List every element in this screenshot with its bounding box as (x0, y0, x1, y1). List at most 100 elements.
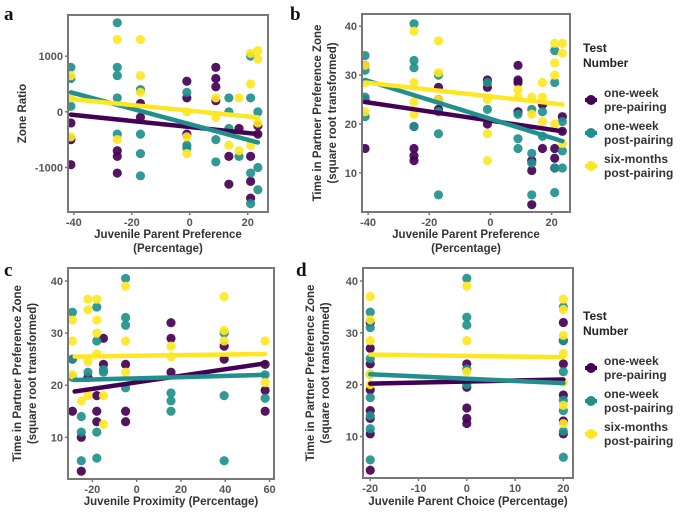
x-tick-label: -40 (360, 217, 376, 229)
point-one-week-post-pairing (112, 71, 122, 81)
point-six-months-post-pairing (246, 48, 256, 58)
point-six-months-post-pairing (182, 148, 192, 159)
point-one-week-pre-pairing (92, 406, 102, 416)
point-one-week-pre-pairing (462, 418, 472, 429)
point-six-months-post-pairing (253, 118, 263, 128)
point-one-week-post-pairing (112, 18, 122, 28)
legend-label: pre-pairing (604, 368, 667, 382)
legend-label: post-pairing (604, 434, 673, 448)
x-tick-label: -10 (411, 483, 427, 495)
legend-label: post-pairing (604, 166, 673, 180)
point-six-months-post-pairing (527, 109, 537, 119)
plot-border (361, 13, 571, 213)
legend-title: Number (583, 56, 629, 70)
point-one-week-post-pairing (550, 46, 560, 56)
point-six-months-post-pairing (83, 294, 93, 304)
point-one-week-post-pairing (92, 336, 102, 346)
point-one-week-post-pairing (527, 148, 537, 158)
point-one-week-pre-pairing (365, 465, 375, 475)
point-one-week-post-pairing (92, 427, 102, 437)
point-one-week-pre-pairing (211, 62, 221, 72)
point-six-months-post-pairing (166, 341, 176, 351)
x-axis-title: Juvenile Parent Choice (Percentage) (368, 496, 568, 508)
point-one-week-post-pairing (462, 312, 472, 322)
point-six-months-post-pairing (409, 97, 419, 107)
legend-key-one-week-post-pairing (585, 396, 597, 406)
point-one-week-post-pairing (365, 323, 375, 333)
legend-label: six-months (604, 420, 668, 434)
point-one-week-post-pairing (513, 134, 523, 144)
legend-label: pre-pairing (604, 100, 667, 114)
plot-area (68, 18, 263, 209)
x-axis-title: Juvenile Parent Preference (94, 229, 242, 241)
point-one-week-post-pairing (558, 367, 568, 377)
x-axis-title: (Percentage) (133, 243, 203, 255)
y-tick-label: 30 (345, 70, 357, 82)
point-six-months-post-pairing (120, 336, 131, 346)
point-one-week-post-pairing (253, 107, 263, 117)
point-one-week-pre-pairing (68, 406, 78, 416)
point-one-week-post-pairing (92, 453, 102, 463)
point-one-week-pre-pairing (513, 60, 523, 70)
point-six-months-post-pairing (513, 85, 523, 95)
point-six-months-post-pairing (112, 135, 122, 145)
point-one-week-post-pairing (135, 129, 146, 139)
point-six-months-post-pairing (365, 335, 375, 346)
point-six-months-post-pairing (135, 34, 146, 45)
fit-line-one-week-pre-pairing (68, 112, 261, 137)
point-one-week-pre-pairing (513, 77, 523, 88)
legend-title: Number (583, 324, 629, 338)
y-tick-label: 30 (51, 328, 63, 340)
point-one-week-pre-pairing (68, 160, 76, 170)
point-one-week-pre-pairing (537, 143, 548, 154)
legend-label: one-week (604, 387, 659, 401)
x-tick-label: 20 (175, 484, 187, 496)
panel-letter: b (290, 4, 301, 25)
point-one-week-post-pairing (433, 190, 444, 200)
point-one-week-post-pairing (246, 93, 256, 103)
point-six-months-post-pairing (482, 129, 493, 139)
point-six-months-post-pairing (409, 77, 419, 88)
point-one-week-post-pairing (409, 121, 419, 132)
point-six-months-post-pairing (260, 378, 270, 388)
y-tick-label: 10 (346, 432, 358, 444)
point-one-week-post-pairing (527, 158, 537, 168)
point-six-months-post-pairing (365, 291, 375, 302)
point-one-week-pre-pairing (166, 333, 176, 343)
point-six-months-post-pairing (219, 292, 229, 302)
point-one-week-post-pairing (83, 367, 93, 377)
fit-line-one-week-post-pairing (72, 372, 268, 383)
point-one-week-post-pairing (135, 171, 146, 181)
point-one-week-pre-pairing (112, 168, 122, 178)
x-tick-label: 60 (263, 484, 275, 496)
point-one-week-pre-pairing (365, 343, 375, 353)
x-axis-title: Juvenile Proximity (Percentage) (84, 496, 259, 508)
point-one-week-post-pairing (527, 190, 537, 200)
legend-key-one-week-post-pairing (585, 128, 597, 138)
point-six-months-post-pairing (537, 116, 548, 127)
y-tick-label: 20 (345, 119, 357, 131)
point-one-week-post-pairing (362, 50, 370, 61)
legend-key-six-months-post-pairing (585, 161, 597, 171)
point-six-months-post-pairing (558, 304, 568, 315)
point-one-week-pre-pairing (409, 156, 419, 166)
point-one-week-pre-pairing (527, 165, 537, 176)
point-six-months-post-pairing (224, 140, 234, 150)
point-one-week-post-pairing (365, 307, 375, 317)
point-one-week-pre-pairing (224, 151, 234, 161)
y-axis-title: Time in Partner Preference Zone (305, 285, 317, 462)
y-axis-title: Time in Partner Preference Zone (12, 285, 24, 462)
point-six-months-post-pairing (68, 370, 78, 380)
point-one-week-post-pairing (409, 63, 419, 73)
legend: TestNumberone-weekpre-pairingone-weekpos… (583, 309, 673, 448)
point-one-week-pre-pairing (224, 179, 234, 189)
point-six-months-post-pairing (68, 336, 78, 346)
point-six-months-post-pairing (135, 71, 146, 81)
legend-title: Test (583, 41, 607, 55)
point-one-week-post-pairing (409, 19, 419, 29)
point-one-week-pre-pairing (120, 406, 131, 416)
point-one-week-post-pairing (112, 62, 122, 72)
point-six-months-post-pairing (112, 34, 122, 45)
panel-b: b -40 -20 0 20 10 20 30 40 Juvenile Parent Prefer… (290, 4, 571, 255)
point-one-week-pre-pairing (558, 359, 568, 369)
